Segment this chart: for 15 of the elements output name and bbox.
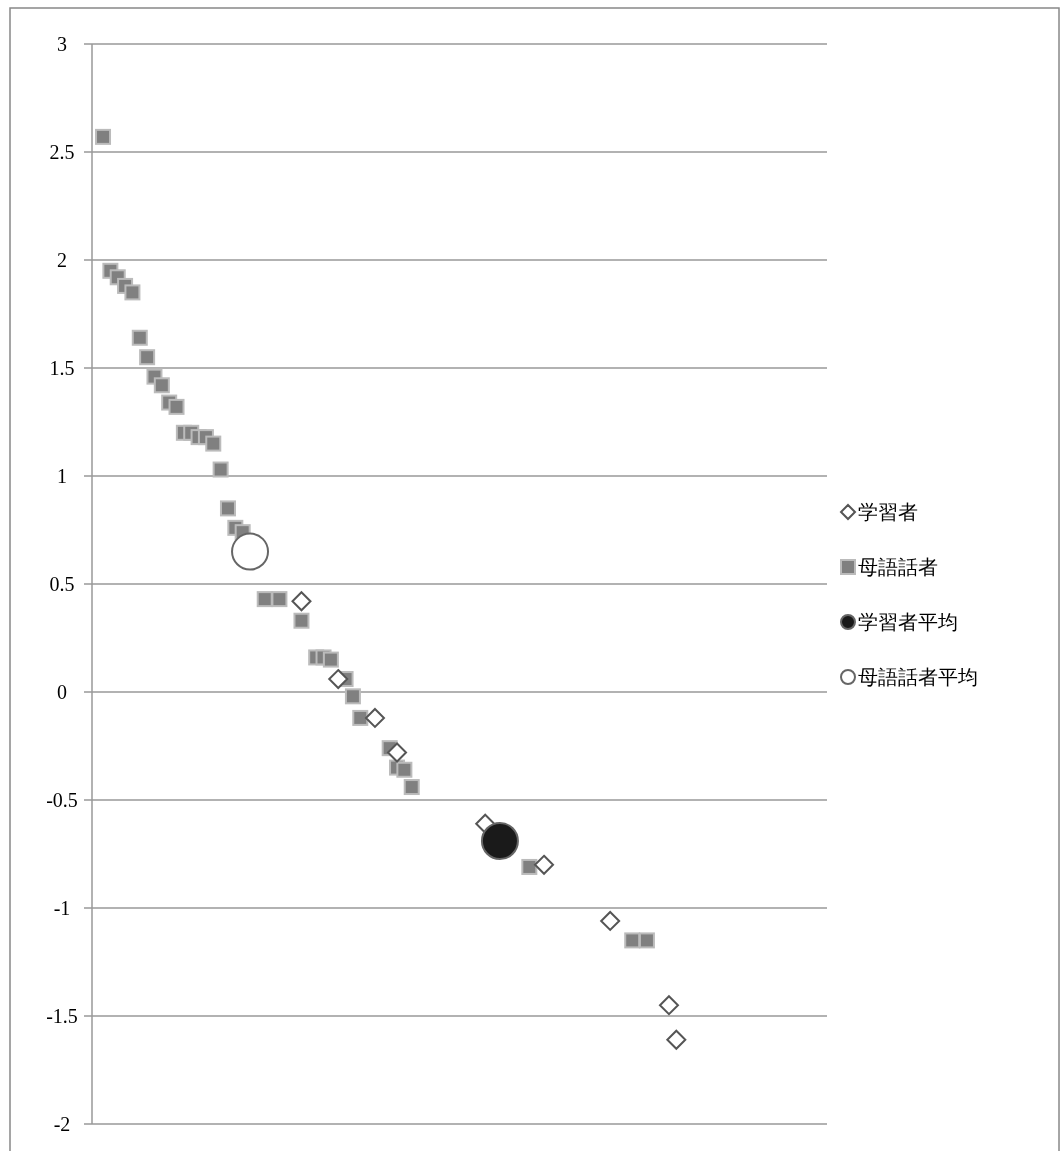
y-tick-label: 2.5: [49, 141, 75, 163]
legend-label: 母語話者平均: [858, 666, 978, 688]
y-tick-label: 1: [57, 465, 67, 487]
y-tick-label: -1.5: [46, 1005, 78, 1027]
y-tick-label: -2: [53, 1113, 71, 1135]
y-tick-label: -1: [53, 897, 71, 919]
y-tick-label: 1.5: [49, 357, 75, 379]
legend-label: 学習者平均: [858, 611, 958, 633]
y-tick-label: 0.5: [49, 573, 75, 595]
legend-label: 母語話者: [858, 556, 938, 578]
y-tick-label: 0: [57, 681, 67, 703]
y-tick-label: 2: [57, 249, 67, 271]
y-tick-label: -0.5: [46, 789, 78, 811]
y-tick-label: 3: [57, 33, 67, 55]
legend-label: 学習者: [858, 501, 918, 523]
